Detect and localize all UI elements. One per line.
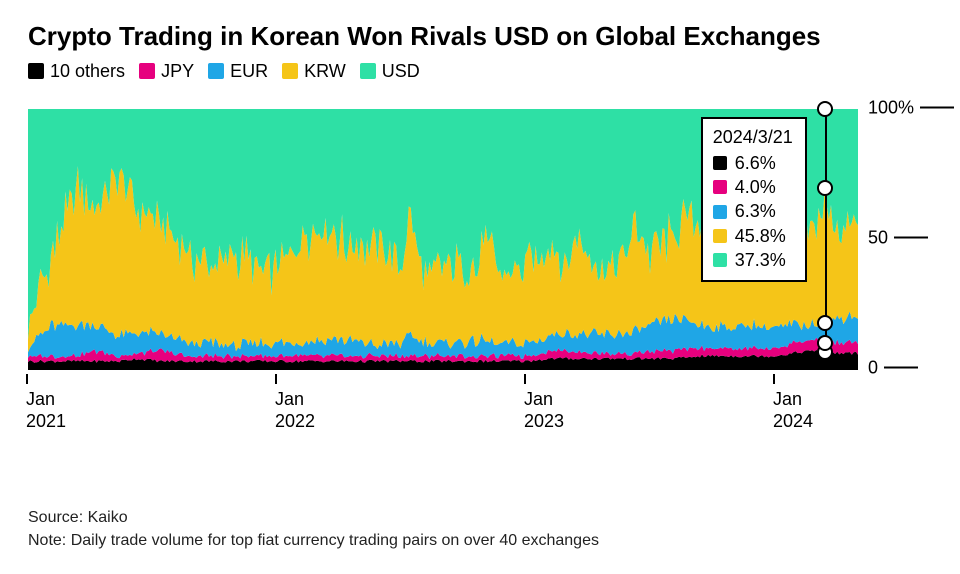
hover-marker [817,315,833,331]
x-tick-label-month: Jan [26,388,66,411]
tooltip-value: 4.0% [735,175,776,199]
plot: 2024/3/216.6%4.0%6.3%45.8%37.3% [28,108,858,370]
hover-marker [817,180,833,196]
note-line: Note: Daily trade volume for top fiat cu… [28,530,599,552]
y-axis: 100%500 [868,108,958,368]
tooltip-row: 6.3% [713,199,793,223]
legend-item: 10 others [28,61,125,82]
y-tick-line [884,367,918,369]
y-tick-line [894,237,928,239]
y-tick-line [920,107,954,109]
hover-marker [817,101,833,117]
tooltip-date: 2024/3/21 [713,125,793,149]
x-tick-label-year: 2022 [275,410,315,433]
tooltip-row: 4.0% [713,175,793,199]
x-tick: Jan2021 [26,374,66,433]
tooltip: 2024/3/216.6%4.0%6.3%45.8%37.3% [701,117,807,283]
tooltip-swatch [713,180,727,194]
chart-title: Crypto Trading in Korean Won Rivals USD … [28,20,932,53]
legend-label: KRW [304,61,346,82]
y-tick-label: 100% [868,97,914,118]
legend-swatch [139,63,155,79]
y-tick: 0 [868,357,918,378]
tooltip-swatch [713,156,727,170]
legend-label: USD [382,61,420,82]
tooltip-row: 45.8% [713,224,793,248]
legend-swatch [360,63,376,79]
x-tick-label-month: Jan [773,388,813,411]
y-tick-label: 0 [868,357,878,378]
x-tick: Jan2022 [275,374,315,433]
x-tick-label-month: Jan [524,388,564,411]
source-line: Source: Kaiko [28,507,599,529]
tooltip-row: 37.3% [713,248,793,272]
x-tick-label-month: Jan [275,388,315,411]
tooltip-value: 37.3% [735,248,786,272]
legend-item: EUR [208,61,268,82]
chart-area: 2024/3/216.6%4.0%6.3%45.8%37.3% 100%500 … [28,98,932,398]
x-axis: Jan2021Jan2022Jan2023Jan2024 [28,374,858,432]
footnotes: Source: Kaiko Note: Daily trade volume f… [28,507,599,552]
legend-item: JPY [139,61,194,82]
legend-item: KRW [282,61,346,82]
tooltip-row: 6.6% [713,151,793,175]
legend-swatch [282,63,298,79]
legend-swatch [208,63,224,79]
y-tick: 50 [868,227,928,248]
x-tick-label-year: 2023 [524,410,564,433]
x-tick-label-year: 2024 [773,410,813,433]
hover-marker [817,335,833,351]
tooltip-swatch [713,253,727,267]
x-tick-mark [275,374,277,384]
legend-label: EUR [230,61,268,82]
x-tick-mark [26,374,28,384]
x-tick-mark [524,374,526,384]
x-tick: Jan2024 [773,374,813,433]
x-tick-label-year: 2021 [26,410,66,433]
tooltip-value: 6.3% [735,199,776,223]
x-tick-mark [773,374,775,384]
legend-label: JPY [161,61,194,82]
x-tick: Jan2023 [524,374,564,433]
legend-label: 10 others [50,61,125,82]
tooltip-swatch [713,229,727,243]
tooltip-value: 6.6% [735,151,776,175]
tooltip-value: 45.8% [735,224,786,248]
tooltip-swatch [713,205,727,219]
legend-swatch [28,63,44,79]
legend: 10 others JPY EUR KRW USD [28,61,932,82]
y-tick-label: 50 [868,227,888,248]
legend-item: USD [360,61,420,82]
y-tick: 100% [868,97,954,118]
